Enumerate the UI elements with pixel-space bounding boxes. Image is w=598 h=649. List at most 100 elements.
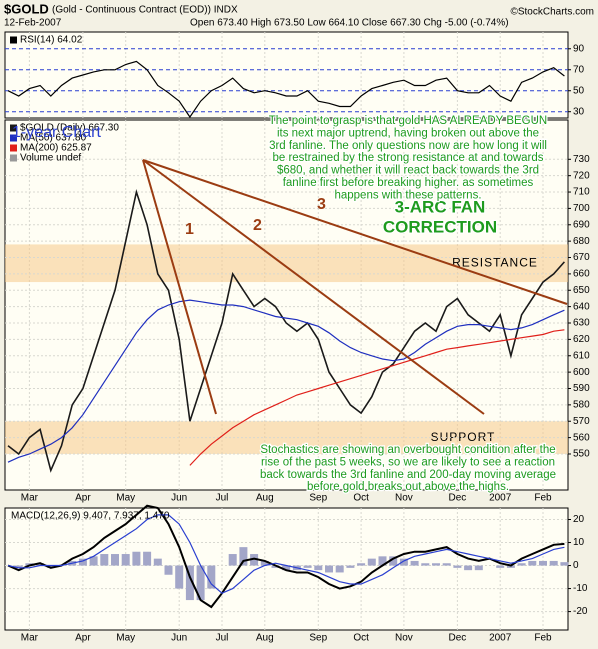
histogram-bar bbox=[464, 565, 473, 571]
note-line: before gold breaks out above the highs. bbox=[307, 481, 509, 493]
histogram-bar bbox=[153, 558, 162, 566]
note-line: be restrained by the strong resistance a… bbox=[272, 152, 543, 164]
note-line: 3rd fanline. The only questions now are … bbox=[269, 140, 547, 152]
legend-label: Volume undef bbox=[20, 153, 81, 164]
x-tick-label: Apr bbox=[75, 633, 91, 644]
legend-swatch bbox=[10, 134, 17, 142]
legend-swatch bbox=[10, 36, 17, 44]
histogram-bar bbox=[271, 565, 280, 568]
quote: Open 673.40 High 673.50 Low 664.10 Close… bbox=[190, 18, 509, 29]
legend-label: MA(200) 625.87 bbox=[20, 143, 92, 154]
x-tick-label: Feb bbox=[534, 633, 552, 644]
histogram-bar bbox=[228, 554, 237, 566]
fan-line bbox=[142, 159, 485, 415]
y-tick-label: 10 bbox=[573, 537, 585, 548]
histogram-bar bbox=[164, 565, 173, 575]
x-tick-label: Mar bbox=[21, 633, 39, 644]
fan-number: 1 bbox=[185, 221, 194, 238]
fan-number: 3 bbox=[317, 196, 326, 213]
y-tick-label: 600 bbox=[573, 367, 590, 378]
histogram-bar bbox=[25, 563, 34, 566]
legend-label: MACD(12,26,9) 9.407, 7.937, 1.470 bbox=[11, 511, 170, 522]
x-tick-label: Sep bbox=[309, 493, 327, 504]
x-tick-label: 2007 bbox=[489, 633, 512, 644]
histogram-bar bbox=[282, 565, 291, 571]
histogram-bar bbox=[303, 565, 312, 568]
x-tick-label: Nov bbox=[395, 493, 413, 504]
fan-line bbox=[142, 159, 217, 415]
histogram-bar bbox=[260, 560, 269, 566]
fan-title: CORRECTION bbox=[383, 217, 497, 236]
histogram-bar bbox=[132, 551, 141, 566]
note-line: Stochastics are showing an overbought co… bbox=[260, 444, 555, 456]
fan-title: 3-ARC FAN bbox=[395, 197, 486, 216]
y-tick-label: 630 bbox=[573, 318, 590, 329]
y-tick-label: 70 bbox=[573, 64, 585, 75]
series-line bbox=[7, 60, 565, 119]
histogram-bar bbox=[346, 565, 355, 568]
x-tick-label: Jul bbox=[216, 493, 229, 504]
y-tick-label: -20 bbox=[573, 606, 588, 617]
y-tick-label: 730 bbox=[573, 154, 590, 165]
fan-line bbox=[142, 159, 568, 305]
legend-label: MA(50) 637.80 bbox=[20, 133, 87, 144]
histogram-bar bbox=[517, 563, 526, 566]
x-tick-label: Jul bbox=[216, 633, 229, 644]
note-line: happens with these patterns. bbox=[334, 189, 481, 201]
y-tick-label: 650 bbox=[573, 285, 590, 296]
y-tick-label: 580 bbox=[573, 400, 590, 411]
histogram-bar bbox=[432, 563, 440, 566]
y-tick-label: 570 bbox=[573, 416, 590, 427]
x-tick-label: Jun bbox=[171, 633, 187, 644]
x-tick-label: Apr bbox=[75, 493, 91, 504]
x-tick-label: Dec bbox=[449, 493, 467, 504]
y-tick-label: 620 bbox=[573, 334, 590, 345]
notes: The point to grasp is that gold HAS ALRE… bbox=[259, 114, 558, 495]
series-line bbox=[7, 188, 565, 473]
band bbox=[5, 244, 568, 283]
histogram-bar bbox=[389, 556, 398, 566]
histogram-bar bbox=[357, 563, 366, 566]
series-line bbox=[189, 329, 565, 466]
series-line bbox=[7, 299, 565, 463]
legend-swatch bbox=[10, 154, 17, 162]
histogram-bar bbox=[143, 551, 152, 566]
x-tick-label: Aug bbox=[256, 633, 274, 644]
histogram-bar bbox=[100, 554, 109, 566]
series-line bbox=[7, 504, 565, 609]
x-tick-label: Aug bbox=[256, 493, 274, 504]
note-line: $680, and whether it will react back tow… bbox=[277, 165, 539, 177]
x-tick-label: May bbox=[116, 493, 135, 504]
histogram-bar bbox=[442, 563, 451, 566]
y-tick-label: 90 bbox=[573, 43, 585, 54]
histogram-bar bbox=[314, 565, 323, 571]
note-line: fanline first before breaking higher. as… bbox=[283, 177, 534, 189]
symbol: $GOLD bbox=[4, 1, 49, 16]
histogram-bar bbox=[528, 560, 537, 566]
legend-swatch bbox=[10, 124, 17, 132]
description: (Gold - Continuous Contract (EOD)) INDX bbox=[52, 5, 238, 16]
histogram-bar bbox=[410, 560, 419, 566]
x-tick-label: Mar bbox=[21, 493, 39, 504]
histogram-bar bbox=[453, 565, 462, 568]
x-tick-label: 2007 bbox=[489, 493, 512, 504]
y-tick-label: 0 bbox=[573, 560, 579, 571]
x-tick-label: Nov bbox=[395, 633, 413, 644]
y-tick-label: 700 bbox=[573, 203, 590, 214]
histogram-bar bbox=[36, 563, 45, 566]
y-tick-label: 660 bbox=[573, 269, 590, 280]
histogram-bar bbox=[46, 565, 55, 568]
y-tick-label: 690 bbox=[573, 219, 590, 230]
note-line: its next major uptrend, having broken ou… bbox=[277, 127, 539, 139]
histogram-bar bbox=[367, 558, 376, 566]
y-tick-label: 30 bbox=[573, 106, 585, 117]
histogram-bar bbox=[421, 563, 430, 566]
note-line: The point to grasp is that gold HAS ALRE… bbox=[269, 115, 547, 127]
histogram-bar bbox=[175, 565, 184, 589]
histogram-bar bbox=[378, 556, 387, 566]
y-tick-label: 670 bbox=[573, 252, 590, 263]
histogram-bar bbox=[239, 547, 248, 566]
histogram-bar bbox=[539, 560, 547, 566]
